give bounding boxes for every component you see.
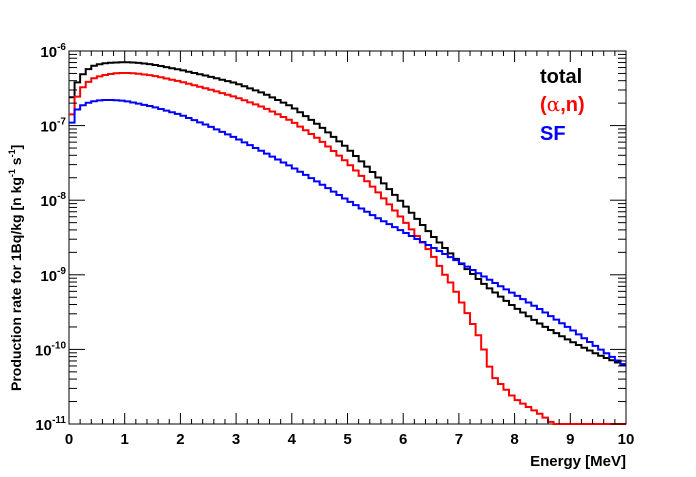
y-tick-label: 10-6	[40, 42, 66, 61]
x-axis-label: Energy [MeV]	[530, 453, 626, 470]
y-tick-label-exp: -7	[57, 117, 66, 128]
x-tick-label: 2	[176, 431, 184, 448]
y-tick-label-base: 10	[40, 44, 57, 61]
x-tick-label: 5	[343, 431, 351, 448]
legend-total-label: total	[540, 66, 582, 88]
series-line-1	[69, 71, 626, 425]
x-tick-label: 6	[399, 431, 407, 448]
y-tick-label-exp: -9	[57, 266, 66, 277]
legend-alpha-n-label: (α,n)	[540, 92, 585, 116]
y-tick-label-exp: -8	[57, 191, 66, 202]
y-axis-label-end: ]	[8, 145, 24, 150]
y-axis-label-mid: s	[8, 157, 24, 169]
x-tick-label: 0	[65, 431, 73, 448]
y-axis-label-base: Production rate for 1Bq/kg [n kg	[8, 177, 24, 391]
x-tick-label: 1	[121, 431, 129, 448]
y-tick-label-base: 10	[35, 417, 52, 434]
y-axis-label: Production rate for 1Bq/kg [n kg-1 s-1]	[7, 145, 24, 391]
y-tick-label-base: 10	[40, 268, 57, 285]
legend-sf-label: SF	[540, 123, 566, 145]
y-tick-label: 10-10	[35, 340, 67, 359]
legend-alpha-n-open: (	[540, 94, 547, 116]
y-tick-label-exp: -10	[52, 340, 67, 351]
y-tick-label: 10-11	[35, 415, 66, 434]
y-tick-label: 10-8	[40, 191, 66, 210]
y-tick-label-base: 10	[35, 342, 52, 359]
y-tick-label-base: 10	[40, 193, 57, 210]
y-tick-label: 10-9	[40, 266, 66, 285]
x-tick-label: 4	[288, 431, 297, 448]
x-tick-label: 10	[618, 431, 635, 448]
x-tick-label: 9	[566, 431, 574, 448]
x-tick-label: 8	[510, 431, 518, 448]
y-axis-label-exp1: -1	[7, 169, 17, 177]
y-tick-label-exp: -11	[52, 415, 66, 426]
legend-alpha-n-symbol: α	[547, 92, 561, 116]
y-tick-label-base: 10	[40, 119, 57, 136]
series-line-2	[69, 99, 626, 366]
legend-alpha-n-close: ,n)	[560, 94, 584, 116]
y-axis-label-exp2: -1	[7, 149, 17, 157]
y-tick-label: 10-7	[40, 117, 66, 136]
series-line-0	[69, 61, 626, 366]
x-tick-label: 3	[232, 431, 240, 448]
series-layer	[69, 61, 626, 425]
x-tick-label: 7	[455, 431, 463, 448]
y-tick-label-exp: -6	[57, 42, 66, 53]
